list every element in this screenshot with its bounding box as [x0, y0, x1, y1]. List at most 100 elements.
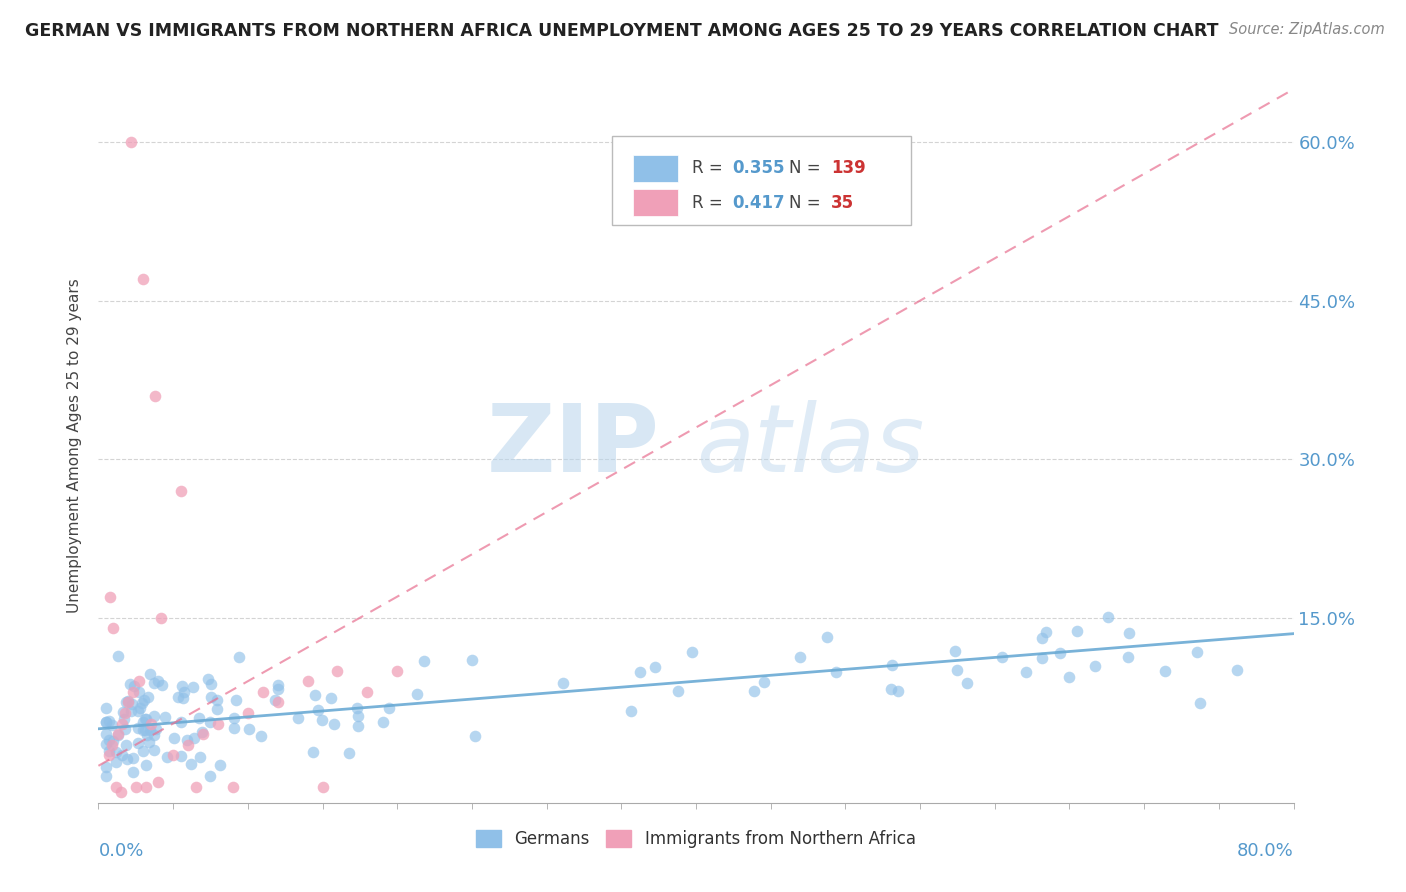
Point	[94, 701, 117, 715]
Point	[121, 698, 143, 712]
Point	[120, 135, 142, 149]
Bar	[633, 189, 678, 216]
Point	[825, 665, 848, 679]
Point	[620, 704, 643, 718]
Point	[1049, 646, 1071, 660]
Point	[228, 649, 250, 664]
Point	[222, 721, 245, 735]
Point	[752, 675, 775, 690]
Point	[98, 714, 121, 728]
Point	[307, 702, 329, 716]
Text: N =: N =	[789, 160, 827, 178]
Point	[252, 685, 274, 699]
Point	[117, 695, 139, 709]
Point	[132, 714, 155, 729]
Point	[1153, 664, 1175, 678]
Point	[356, 685, 378, 699]
Point	[103, 621, 125, 635]
Point	[681, 645, 703, 659]
Point	[98, 744, 121, 758]
Point	[880, 682, 903, 697]
Point	[172, 679, 194, 693]
Point	[267, 681, 290, 696]
Point	[176, 732, 198, 747]
Point	[197, 673, 219, 687]
Point	[155, 710, 177, 724]
Point	[156, 749, 179, 764]
Point	[139, 723, 162, 738]
Point	[120, 704, 142, 718]
Text: 139: 139	[831, 160, 866, 178]
Point	[105, 780, 128, 794]
Point	[107, 727, 129, 741]
Point	[191, 725, 214, 739]
Text: ZIP: ZIP	[488, 400, 661, 492]
Point	[1057, 670, 1080, 684]
Point	[200, 690, 222, 704]
Point	[121, 685, 143, 699]
Point	[112, 712, 135, 726]
Point	[94, 760, 117, 774]
Point	[150, 678, 173, 692]
Text: Source: ZipAtlas.com: Source: ZipAtlas.com	[1229, 22, 1385, 37]
Point	[1225, 663, 1247, 677]
Point	[115, 738, 138, 752]
Point	[115, 751, 138, 765]
Point	[135, 728, 157, 742]
Point	[956, 675, 979, 690]
Point	[1118, 625, 1140, 640]
Point	[789, 649, 811, 664]
Point	[122, 764, 145, 779]
Point	[184, 780, 207, 794]
Point	[101, 738, 124, 752]
Point	[628, 665, 651, 679]
Point	[1116, 650, 1139, 665]
Point	[188, 711, 211, 725]
Point	[1189, 696, 1212, 710]
Point	[94, 769, 117, 783]
Point	[287, 711, 309, 725]
Text: R =: R =	[692, 194, 728, 211]
Point	[134, 723, 156, 737]
Point	[198, 769, 221, 783]
Point	[172, 690, 194, 705]
Point	[377, 700, 399, 714]
Point	[117, 694, 139, 708]
Point	[200, 677, 222, 691]
Point	[191, 727, 214, 741]
Point	[238, 723, 260, 737]
Point	[177, 738, 200, 752]
Point	[94, 714, 117, 729]
Point	[413, 654, 436, 668]
Text: 80.0%: 80.0%	[1237, 842, 1294, 860]
Point	[742, 684, 765, 698]
Point	[103, 733, 125, 747]
Point	[385, 664, 409, 678]
Point	[1066, 624, 1088, 639]
Point	[125, 780, 148, 794]
Text: N =: N =	[789, 194, 827, 211]
Text: R =: R =	[692, 160, 728, 178]
Point	[346, 719, 368, 733]
Point	[143, 389, 166, 403]
Point	[209, 758, 232, 772]
Point	[111, 748, 134, 763]
Point	[222, 780, 245, 794]
Point	[132, 744, 155, 758]
Point	[139, 716, 162, 731]
Point	[887, 684, 910, 698]
Point	[131, 696, 153, 710]
Point	[346, 701, 368, 715]
Point	[107, 648, 129, 663]
Point	[115, 695, 138, 709]
Point	[134, 693, 156, 707]
Point	[373, 714, 395, 729]
Point	[127, 721, 149, 735]
Text: atlas: atlas	[696, 401, 924, 491]
Point	[111, 716, 134, 731]
Point	[136, 690, 159, 705]
Point	[170, 748, 193, 763]
Point	[132, 723, 155, 737]
Point	[142, 728, 165, 742]
Point	[145, 722, 167, 736]
